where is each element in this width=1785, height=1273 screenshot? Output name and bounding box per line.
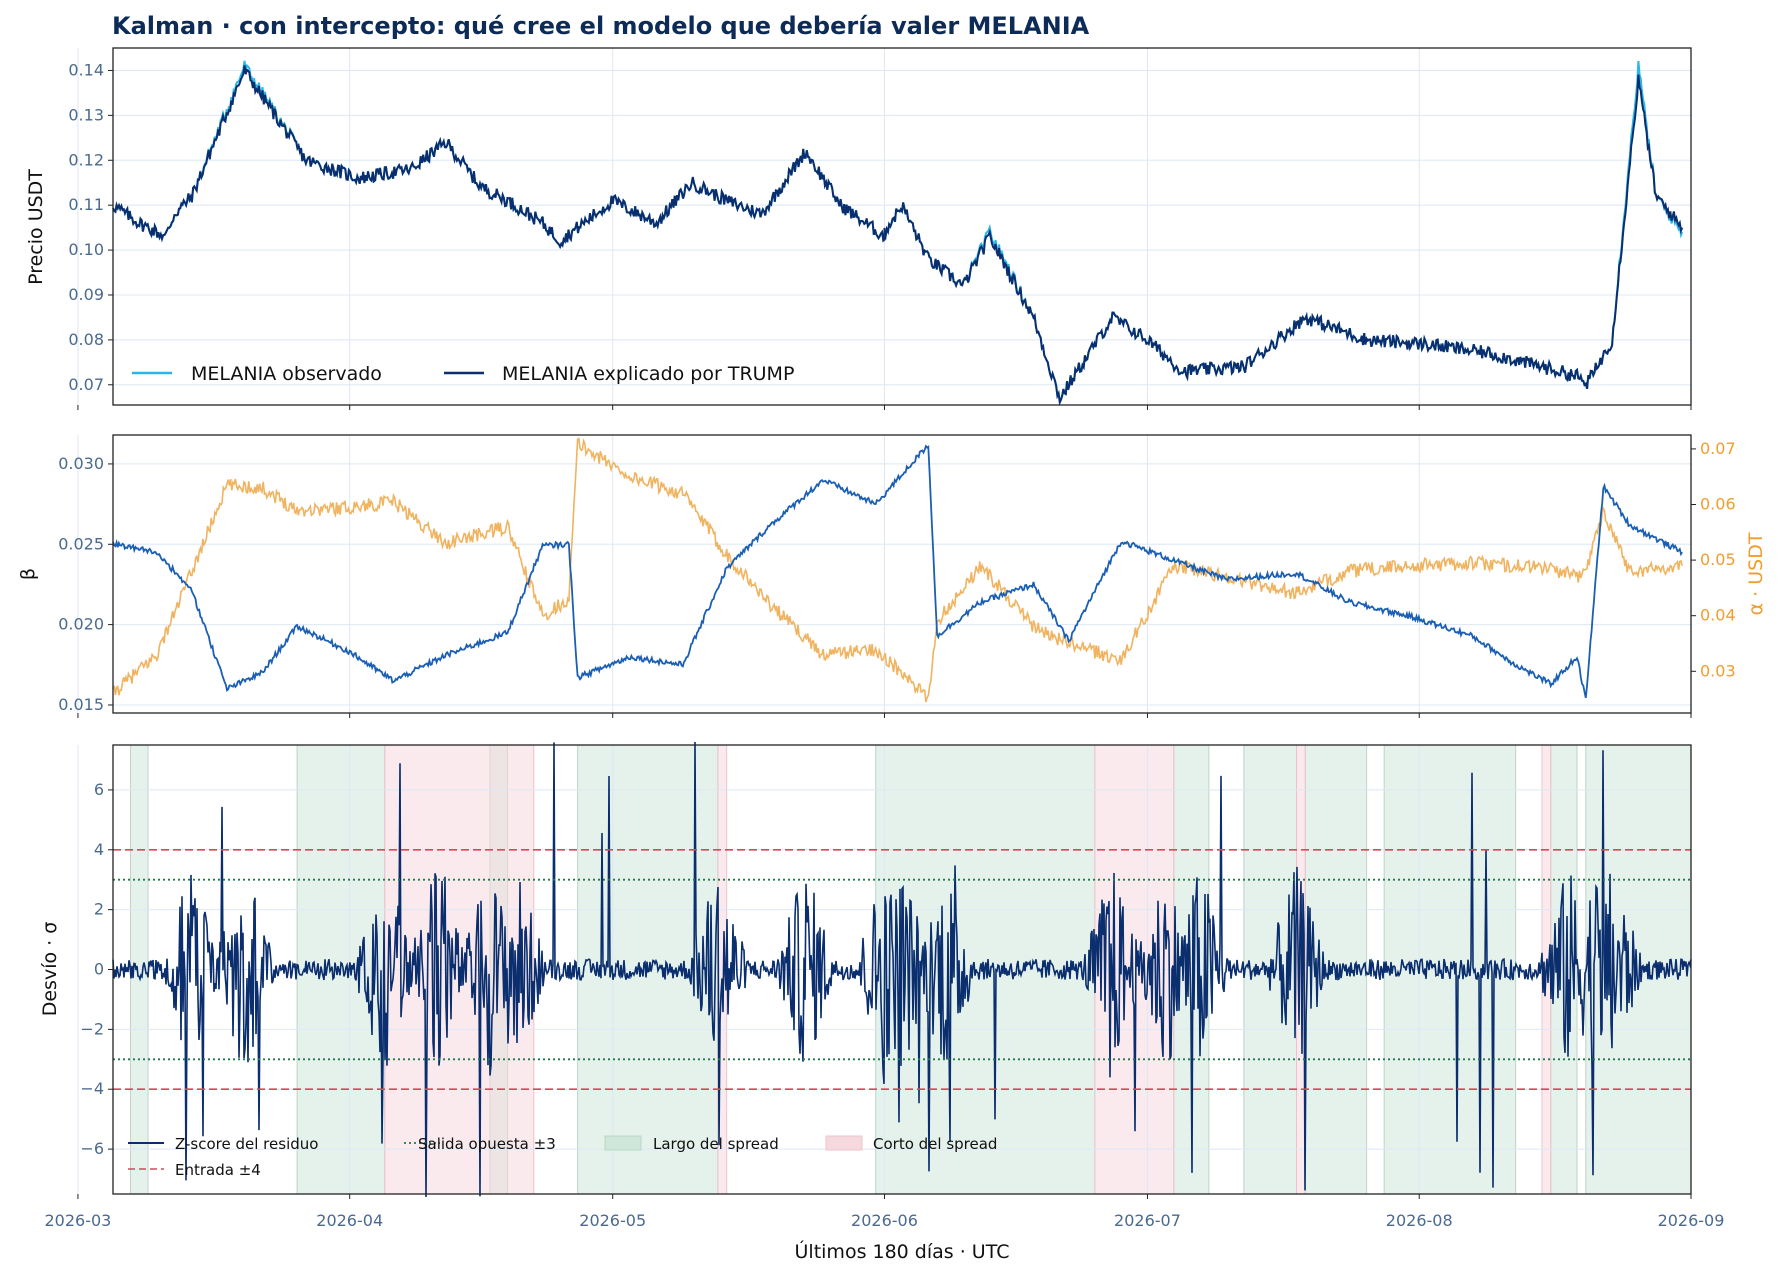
y-tick-label: 0.07 (68, 375, 104, 394)
y2-tick-label: 0.06 (1700, 495, 1736, 514)
y-tick-label: 0.09 (68, 285, 104, 304)
x-tick-label: 2026-07 (1114, 1211, 1181, 1230)
y-tick-label: 0.015 (58, 695, 104, 714)
y2-tick-label: 0.03 (1700, 661, 1736, 680)
x-tick-label: 2026-08 (1386, 1211, 1453, 1230)
y2-tick-label: 0.07 (1700, 439, 1736, 458)
y-tick-label: −4 (80, 1079, 104, 1098)
x-tick-label: 2026-03 (45, 1211, 112, 1230)
y-tick-label: 0.13 (68, 105, 104, 124)
legend-short-label: Corto del spread (873, 1135, 997, 1153)
price-panel-frame (112, 47, 1692, 406)
y-tick-label: 0.030 (58, 454, 104, 473)
series-explained-line (112, 65, 1684, 406)
y-tick-label: 4 (94, 840, 104, 859)
legend-entry-label: Entrada ±4 (175, 1161, 261, 1179)
series-alpha-line (112, 437, 1683, 703)
y-tick-label: −6 (80, 1139, 104, 1158)
price-panel: 0.07 0.08 0.09 0.10 0.11 0.12 0.13 0.14 Precio … (25, 47, 1692, 410)
price-y-label: Precio USDT (25, 169, 47, 285)
x-tick-label: 2026-06 (851, 1211, 918, 1230)
x-tick-label: 2026-04 (316, 1211, 383, 1230)
beta-y-label: β (17, 568, 39, 580)
y-tick-label: 0.11 (68, 195, 104, 214)
x-tick-label: 2026-05 (579, 1211, 646, 1230)
y-tick-label: −2 (80, 1019, 104, 1038)
alpha-y-label: α · USDT (1745, 532, 1767, 615)
y-tick-label: 0 (94, 960, 104, 979)
legend-explained-label: MELANIA explicado por TRUMP (502, 363, 794, 385)
y-tick-label: 0.08 (68, 330, 104, 349)
zscore-panel: 6 4 2 0 −2 −4 −6 Desvío · σ Z-score del residu… (39, 741, 1692, 1199)
y-tick-label: 2 (94, 900, 104, 919)
legend-short-swatch (825, 1135, 863, 1151)
y-tick-label: 6 (94, 780, 104, 799)
legend-long-swatch (604, 1135, 642, 1151)
y2-tick-label: 0.05 (1700, 550, 1736, 569)
beta-panel-frame (112, 434, 1692, 714)
zscore-legend: Z-score del residuo Entrada ±4 Salida op… (128, 1135, 997, 1179)
y-tick-label: 0.025 (58, 534, 104, 553)
x-tick-label: 2026-09 (1658, 1211, 1725, 1230)
y-tick-label: 0.14 (68, 60, 104, 79)
beta-alpha-panel: 0.015 0.020 0.025 0.030 0.03 0.04 0.05 0.06 0.0… (17, 434, 1767, 718)
x-axis-label: Últimos 180 días · UTC (795, 1239, 1010, 1263)
y-tick-label: 0.020 (58, 615, 104, 634)
y-tick-label: 0.12 (68, 150, 104, 169)
price-legend: MELANIA observado MELANIA explicado por … (132, 363, 794, 385)
series-zscore-line (112, 741, 1692, 1198)
legend-zscore-label: Z-score del residuo (175, 1135, 318, 1153)
series-beta-line (112, 444, 1683, 699)
zscore-y-label: Desvío · σ (39, 922, 61, 1017)
y2-tick-label: 0.04 (1700, 606, 1736, 625)
legend-exit-label: Salida opuesta ±3 (418, 1135, 556, 1153)
legend-long-label: Largo del spread (653, 1135, 779, 1153)
y-tick-label: 0.10 (68, 240, 104, 259)
legend-observed-label: MELANIA observado (191, 363, 382, 385)
chart-title: Kalman · con intercepto: qué cree el mod… (112, 12, 1090, 40)
